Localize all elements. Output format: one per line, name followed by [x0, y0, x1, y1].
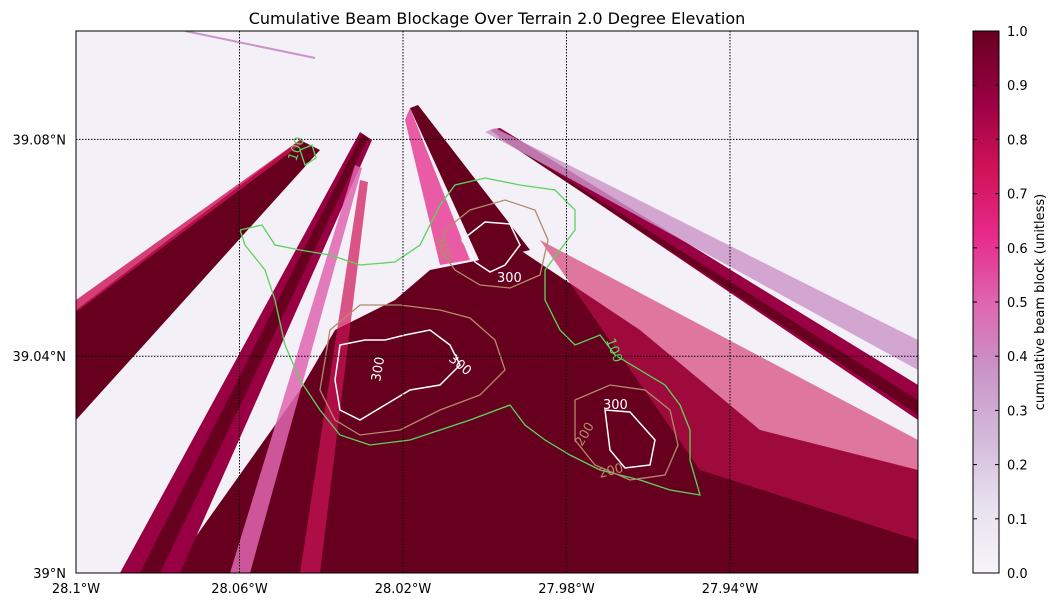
colorbar-tick-label: 0.3 — [1007, 404, 1028, 419]
contour-label: 300 — [497, 271, 522, 286]
beam-right-2 — [485, 128, 918, 370]
plot-area: 100 100 200 200 200 300 300 300 300 — [76, 31, 918, 573]
contour-100 — [239, 177, 701, 496]
beam-left-3 — [230, 165, 362, 573]
colorbar-tick-label: 0.7 — [1007, 188, 1028, 203]
gridlines — [76, 31, 918, 573]
colorbar-tick-label: 0.2 — [1007, 459, 1028, 474]
colorbar-tick-label: 0.9 — [1007, 79, 1028, 94]
x-tick-label: 28.02°W — [375, 582, 432, 597]
contour-300-north — [461, 221, 521, 273]
colorbar-tick-label: 0.5 — [1007, 296, 1028, 311]
plot-frame — [75, 30, 919, 574]
contour-200-center — [319, 304, 506, 436]
colorbar-tick-label: 0.4 — [1007, 350, 1028, 365]
beam-left-1-edge — [76, 140, 304, 312]
colorbar-ticks: 0.0 0.1 0.2 0.3 0.4 0.5 0.6 0.7 0.8 0.9 1.0 — [973, 25, 1028, 582]
colorbar-bar — [972, 30, 1000, 574]
terrain-contours — [239, 144, 701, 496]
contour-200-north — [439, 199, 549, 289]
beam-center-edge — [405, 108, 470, 265]
blockage-region-main — [170, 250, 918, 573]
beam-left-2-core — [140, 134, 368, 573]
y-axis-ticks: 39°N 39.04°N 39.08°N — [13, 133, 66, 582]
contour-300-center — [334, 329, 461, 421]
y-tick-label: 39°N — [33, 567, 66, 582]
colorbar-tick-label: 0.0 — [1007, 567, 1028, 582]
beam-right-lower — [540, 240, 918, 540]
colorbar: 0.0 0.1 0.2 0.3 0.4 0.5 0.6 0.7 0.8 0.9 1.0 cumula… — [972, 25, 1048, 582]
colorbar-tick-label: 0.6 — [1007, 242, 1028, 257]
contour-label: 200 — [597, 461, 625, 482]
y-tick-label: 39.04°N — [13, 350, 66, 365]
contour-label: 300 — [369, 356, 388, 383]
x-tick-label: 28.06°W — [211, 582, 268, 597]
colorbar-label: cumulative beam block (unitless) — [1033, 194, 1048, 411]
x-tick-label: 28.1°W — [52, 582, 100, 597]
faint-ray — [184, 31, 316, 59]
contour-300-southeast — [604, 409, 656, 469]
colorbar-tick-label: 1.0 — [1007, 25, 1028, 40]
beam-right-1-core — [495, 134, 918, 415]
contour-200-southeast — [574, 384, 679, 481]
x-tick-label: 27.94°W — [702, 582, 759, 597]
beam-left-1 — [76, 140, 320, 420]
chart-title: Cumulative Beam Blockage Over Terrain 2.… — [249, 9, 746, 28]
x-tick-label: 27.98°W — [538, 582, 595, 597]
x-axis-ticks: 28.1°W 28.06°W 28.02°W 27.98°W 27.94°W — [52, 582, 759, 597]
contour-label: 300 — [603, 398, 628, 413]
y-tick-label: 39.08°N — [13, 133, 66, 148]
beam-left-4 — [300, 180, 368, 573]
contour-100-islet — [299, 144, 317, 166]
colorbar-tick-label: 0.8 — [1007, 133, 1028, 148]
colorbar-tick-label: 0.1 — [1007, 513, 1028, 528]
